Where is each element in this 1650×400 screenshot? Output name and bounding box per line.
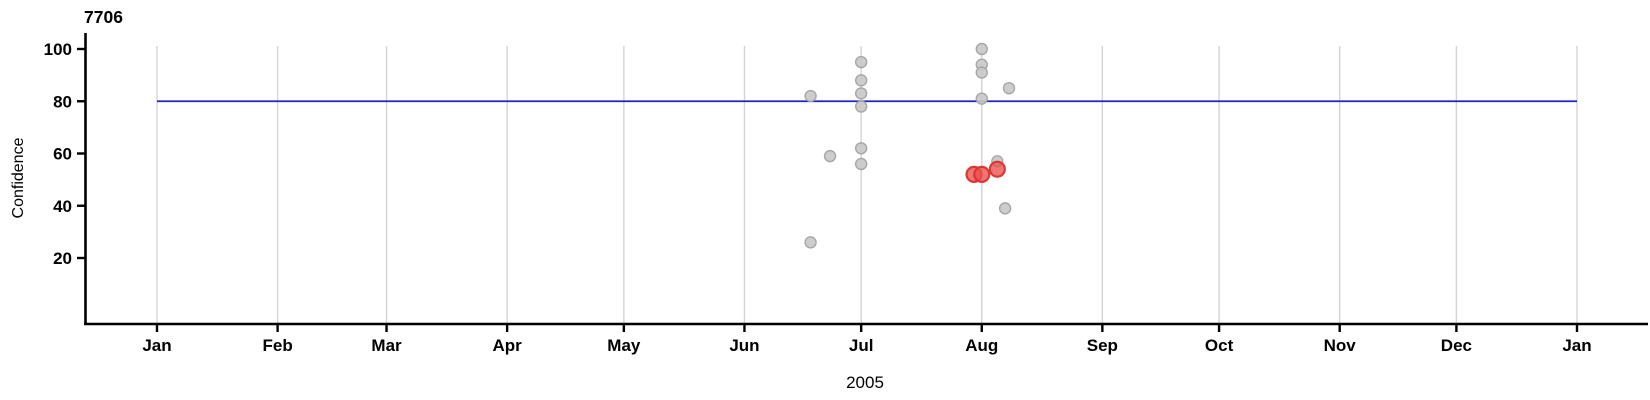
data-point — [975, 42, 988, 56]
data-point — [854, 74, 868, 87]
highlighted-data-point — [988, 160, 1006, 178]
x-tick-label: Oct — [1205, 336, 1234, 355]
x-tick-label: Jan — [142, 336, 171, 355]
x-tick-label: May — [607, 336, 641, 355]
y-tick-label: 60 — [53, 145, 72, 164]
y-tick-label: 40 — [53, 197, 72, 216]
data-point — [1002, 81, 1016, 95]
highlighted-data-point — [973, 165, 991, 183]
x-tick-label: Jun — [729, 336, 759, 355]
data-point — [854, 142, 868, 155]
x-tick-label: Apr — [492, 336, 522, 355]
data-point — [975, 92, 988, 105]
data-point — [854, 87, 868, 100]
data-point — [854, 157, 868, 171]
data-point — [823, 149, 837, 163]
y-tick-label: 20 — [53, 249, 72, 268]
x-tick-label: Aug — [965, 336, 998, 355]
data-point — [998, 202, 1012, 215]
y-tick-label: 80 — [53, 92, 72, 111]
x-tick-label: Feb — [262, 336, 292, 355]
x-tick-label: Dec — [1441, 336, 1472, 355]
x-tick-label: Nov — [1324, 336, 1357, 355]
y-axis-label: Confidence — [10, 137, 27, 218]
x-tick-label: Jul — [849, 336, 874, 355]
data-point — [854, 100, 868, 113]
data-point — [975, 66, 988, 79]
x-tick-label: Jan — [1562, 336, 1591, 355]
x-tick-label: Mar — [371, 336, 402, 355]
data-point — [804, 89, 817, 103]
y-tick-label: 100 — [44, 40, 72, 59]
x-tick-label: Sep — [1087, 336, 1118, 355]
data-point — [854, 55, 868, 69]
data-point — [804, 236, 817, 249]
x-axis-label: 2005 — [846, 373, 884, 392]
chart-title: 7706 — [84, 7, 123, 27]
